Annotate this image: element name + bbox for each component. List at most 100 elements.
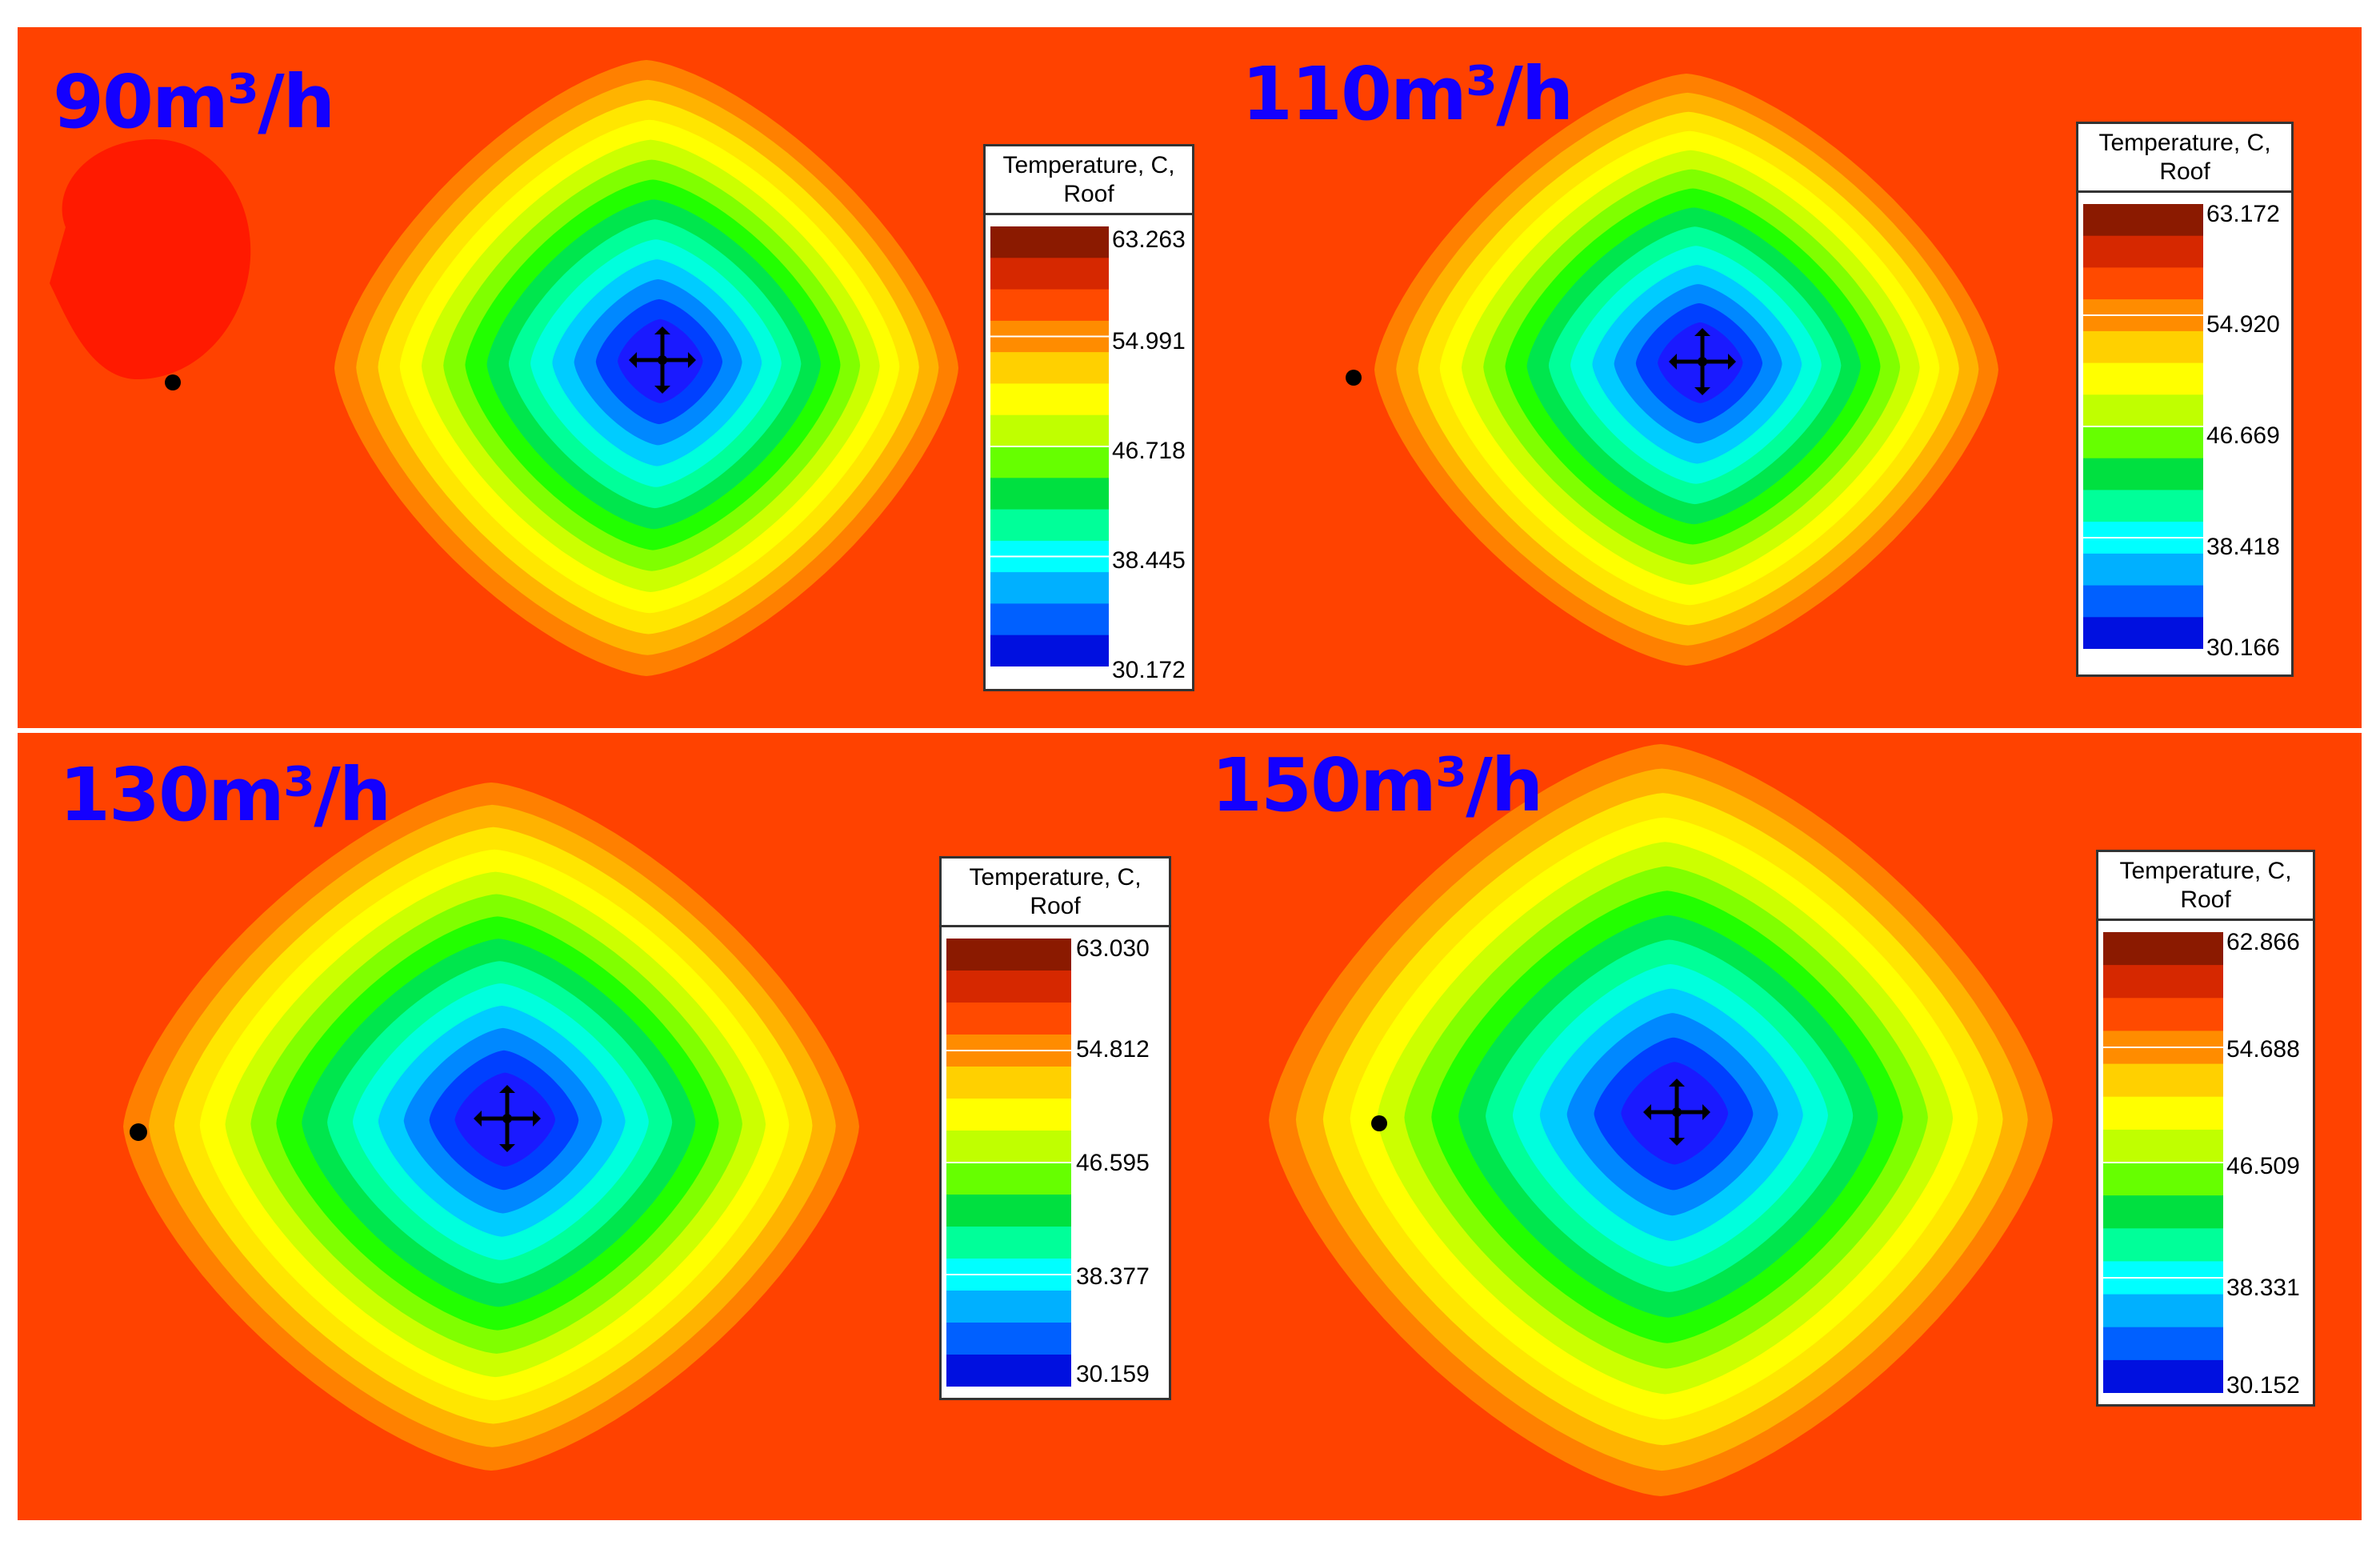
colorbar-segment — [2103, 1359, 2223, 1393]
colorbar-segment — [946, 939, 1071, 971]
flow-rate-label: 110m³/h — [1242, 51, 1574, 137]
colorbar-segment — [2103, 1163, 2223, 1197]
legend-title: Temperature, C, Roof — [2078, 124, 2291, 193]
colorbar-segment — [990, 572, 1109, 605]
colorbar-segment — [2103, 1294, 2223, 1328]
colorbar-segment — [946, 1131, 1071, 1163]
legend-tick-3: 46.718 — [1112, 438, 1186, 464]
colorbar-segment — [990, 509, 1109, 542]
well-center-marker — [1669, 328, 1736, 395]
legend-colorbar — [2083, 204, 2203, 649]
colorbar-segment — [990, 383, 1109, 416]
colorbar-segment — [946, 1099, 1071, 1131]
colorbar-segment — [2103, 998, 2223, 1032]
well-center-marker — [474, 1085, 541, 1152]
legend-tick-min: 30.152 — [2226, 1372, 2300, 1399]
legend-tick-max: 63.172 — [2206, 201, 2280, 227]
colorbar-segment — [990, 289, 1109, 322]
legend-tick-min: 30.172 — [1112, 657, 1186, 683]
colorbar-segment — [990, 446, 1109, 479]
colorbar-segment — [946, 1163, 1071, 1195]
colorbar-segment — [2103, 1228, 2223, 1263]
contour-map — [123, 783, 859, 1471]
legend-title: Temperature, C, Roof — [942, 859, 1169, 927]
colorbar-segment — [2103, 1096, 2223, 1131]
temperature-legend: Temperature, C, Roof 63.030 54.812 46.59… — [939, 856, 1171, 1400]
marker-dot — [130, 1123, 147, 1141]
colorbar-segment — [2083, 204, 2203, 237]
colorbar-segment — [2103, 965, 2223, 999]
legend-title: Temperature, C, Roof — [986, 146, 1192, 215]
colorbar-segment — [946, 1003, 1071, 1035]
colorbar-segment — [990, 634, 1109, 666]
temperature-legend: Temperature, C, Roof 63.263 54.991 46.71… — [983, 144, 1194, 691]
colorbar-segment — [990, 603, 1109, 636]
legend-tick-max: 62.866 — [2226, 929, 2300, 955]
colorbar-segment — [2103, 1129, 2223, 1163]
colorbar-segment — [946, 1227, 1071, 1259]
colorbar-segment — [2083, 362, 2203, 396]
colorbar-segment — [2083, 426, 2203, 459]
colorbar-segment — [990, 352, 1109, 385]
colorbar-segment — [2103, 1063, 2223, 1098]
legend-tick-2: 54.920 — [2206, 311, 2280, 338]
heatmap-panel-150: 150m³/h Temperature, C, Roof 62.866 54.6… — [1202, 733, 2362, 1520]
marker-dot — [165, 374, 181, 390]
colorbar-segment — [990, 478, 1109, 510]
marker-dot — [1346, 370, 1362, 386]
colorbar-segment — [990, 226, 1109, 259]
hotspot-region — [50, 139, 251, 379]
legend-tick-3: 46.669 — [2206, 422, 2280, 449]
heatmap-panel-130: 130m³/h Temperature, C, Roof 63.030 54.8… — [18, 733, 1202, 1520]
colorbar-segment — [2083, 235, 2203, 269]
heatmap-panel-90: 90m³/h Temperature, C, Roof 63.263 54.99… — [18, 27, 1202, 728]
legend-tick-4: 38.418 — [2206, 534, 2280, 560]
well-center-marker — [1643, 1079, 1710, 1146]
colorbar-segment — [2083, 458, 2203, 491]
flow-rate-label: 150m³/h — [1211, 742, 1543, 828]
colorbar-segment — [946, 1291, 1071, 1323]
legend-title: Temperature, C, Roof — [2098, 852, 2313, 921]
legend-tick-4: 38.445 — [1112, 547, 1186, 574]
colorbar-segment — [2083, 330, 2203, 364]
marker-dot — [1371, 1115, 1387, 1131]
temperature-legend: Temperature, C, Roof 63.172 54.920 46.66… — [2076, 122, 2294, 677]
colorbar-segment — [2103, 1195, 2223, 1230]
flow-rate-label: 90m³/h — [53, 59, 335, 145]
legend-tick-min: 30.159 — [1076, 1361, 1150, 1387]
legend-tick-max: 63.263 — [1112, 226, 1186, 253]
colorbar-segment — [2083, 553, 2203, 586]
colorbar-segment — [946, 1067, 1071, 1099]
legend-tick-2: 54.688 — [2226, 1036, 2300, 1063]
legend-tick-3: 46.509 — [2226, 1153, 2300, 1179]
colorbar-segment — [2083, 617, 2203, 649]
colorbar-segment — [990, 414, 1109, 447]
heatmap-panel-110: 110m³/h Temperature, C, Roof 63.172 54.9… — [1202, 27, 2362, 728]
colorbar-segment — [946, 1355, 1071, 1387]
legend-tick-2: 54.991 — [1112, 328, 1186, 354]
colorbar-segment — [946, 1195, 1071, 1227]
colorbar-segment — [2083, 267, 2203, 301]
legend-tick-4: 38.331 — [2226, 1275, 2300, 1301]
colorbar-segment — [2103, 932, 2223, 967]
legend-colorbar — [946, 939, 1071, 1387]
legend-tick-max: 63.030 — [1076, 935, 1150, 962]
colorbar-segment — [2083, 585, 2203, 618]
colorbar-segment — [990, 258, 1109, 290]
flow-rate-label: 130m³/h — [59, 752, 391, 838]
temperature-legend: Temperature, C, Roof 62.866 54.688 46.50… — [2096, 850, 2315, 1407]
legend-tick-4: 38.377 — [1076, 1263, 1150, 1290]
legend-tick-min: 30.166 — [2206, 634, 2280, 661]
colorbar-segment — [2083, 394, 2203, 427]
contour-map — [1269, 744, 2053, 1496]
well-center-marker — [629, 326, 696, 394]
contour-map — [50, 60, 958, 676]
colorbar-segment — [2083, 490, 2203, 523]
legend-tick-3: 46.595 — [1076, 1150, 1150, 1176]
contour-map — [1374, 74, 1998, 666]
legend-colorbar — [990, 226, 1109, 666]
legend-colorbar — [2103, 932, 2223, 1393]
colorbar-segment — [946, 1323, 1071, 1355]
legend-tick-2: 54.812 — [1076, 1036, 1150, 1063]
colorbar-segment — [946, 971, 1071, 1003]
